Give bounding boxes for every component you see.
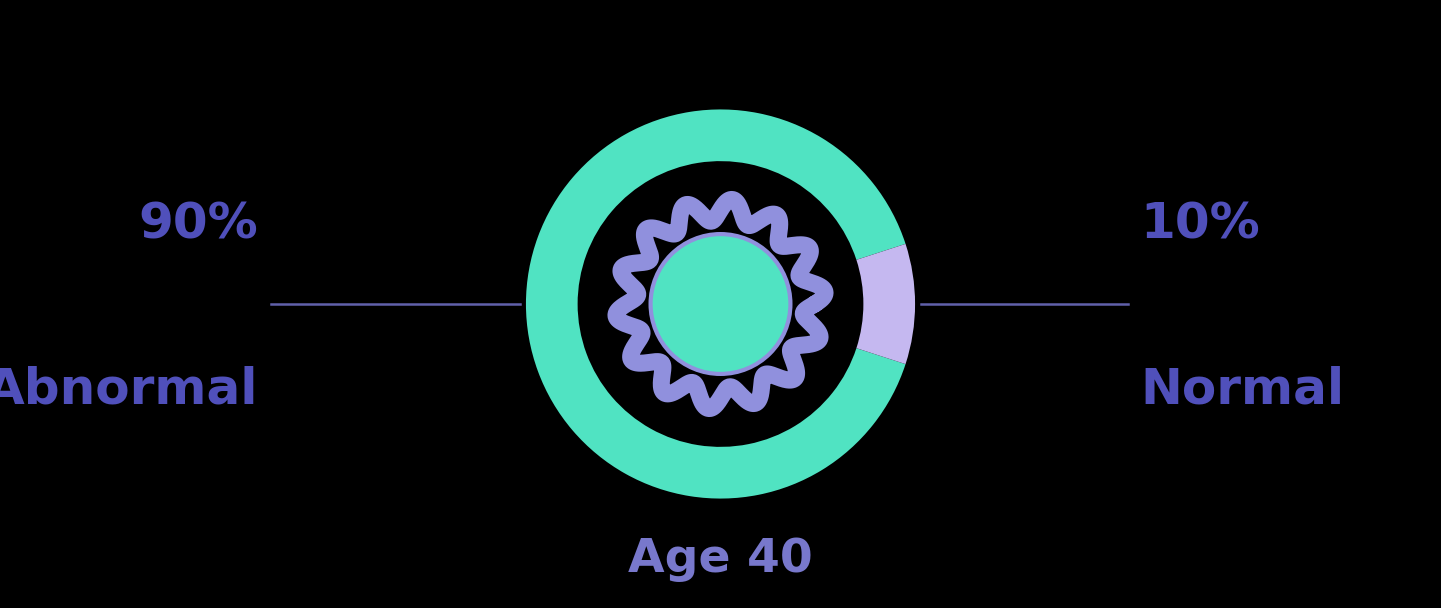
Text: Age 40: Age 40 <box>628 537 813 582</box>
Text: Abnormal: Abnormal <box>0 365 258 413</box>
Circle shape <box>581 164 860 444</box>
Text: Normal: Normal <box>1140 365 1344 413</box>
Wedge shape <box>856 244 915 364</box>
Circle shape <box>648 232 793 376</box>
Wedge shape <box>526 109 915 499</box>
Text: 90%: 90% <box>138 201 258 249</box>
Circle shape <box>650 234 791 374</box>
Text: 10%: 10% <box>1140 201 1259 249</box>
Wedge shape <box>526 109 905 499</box>
